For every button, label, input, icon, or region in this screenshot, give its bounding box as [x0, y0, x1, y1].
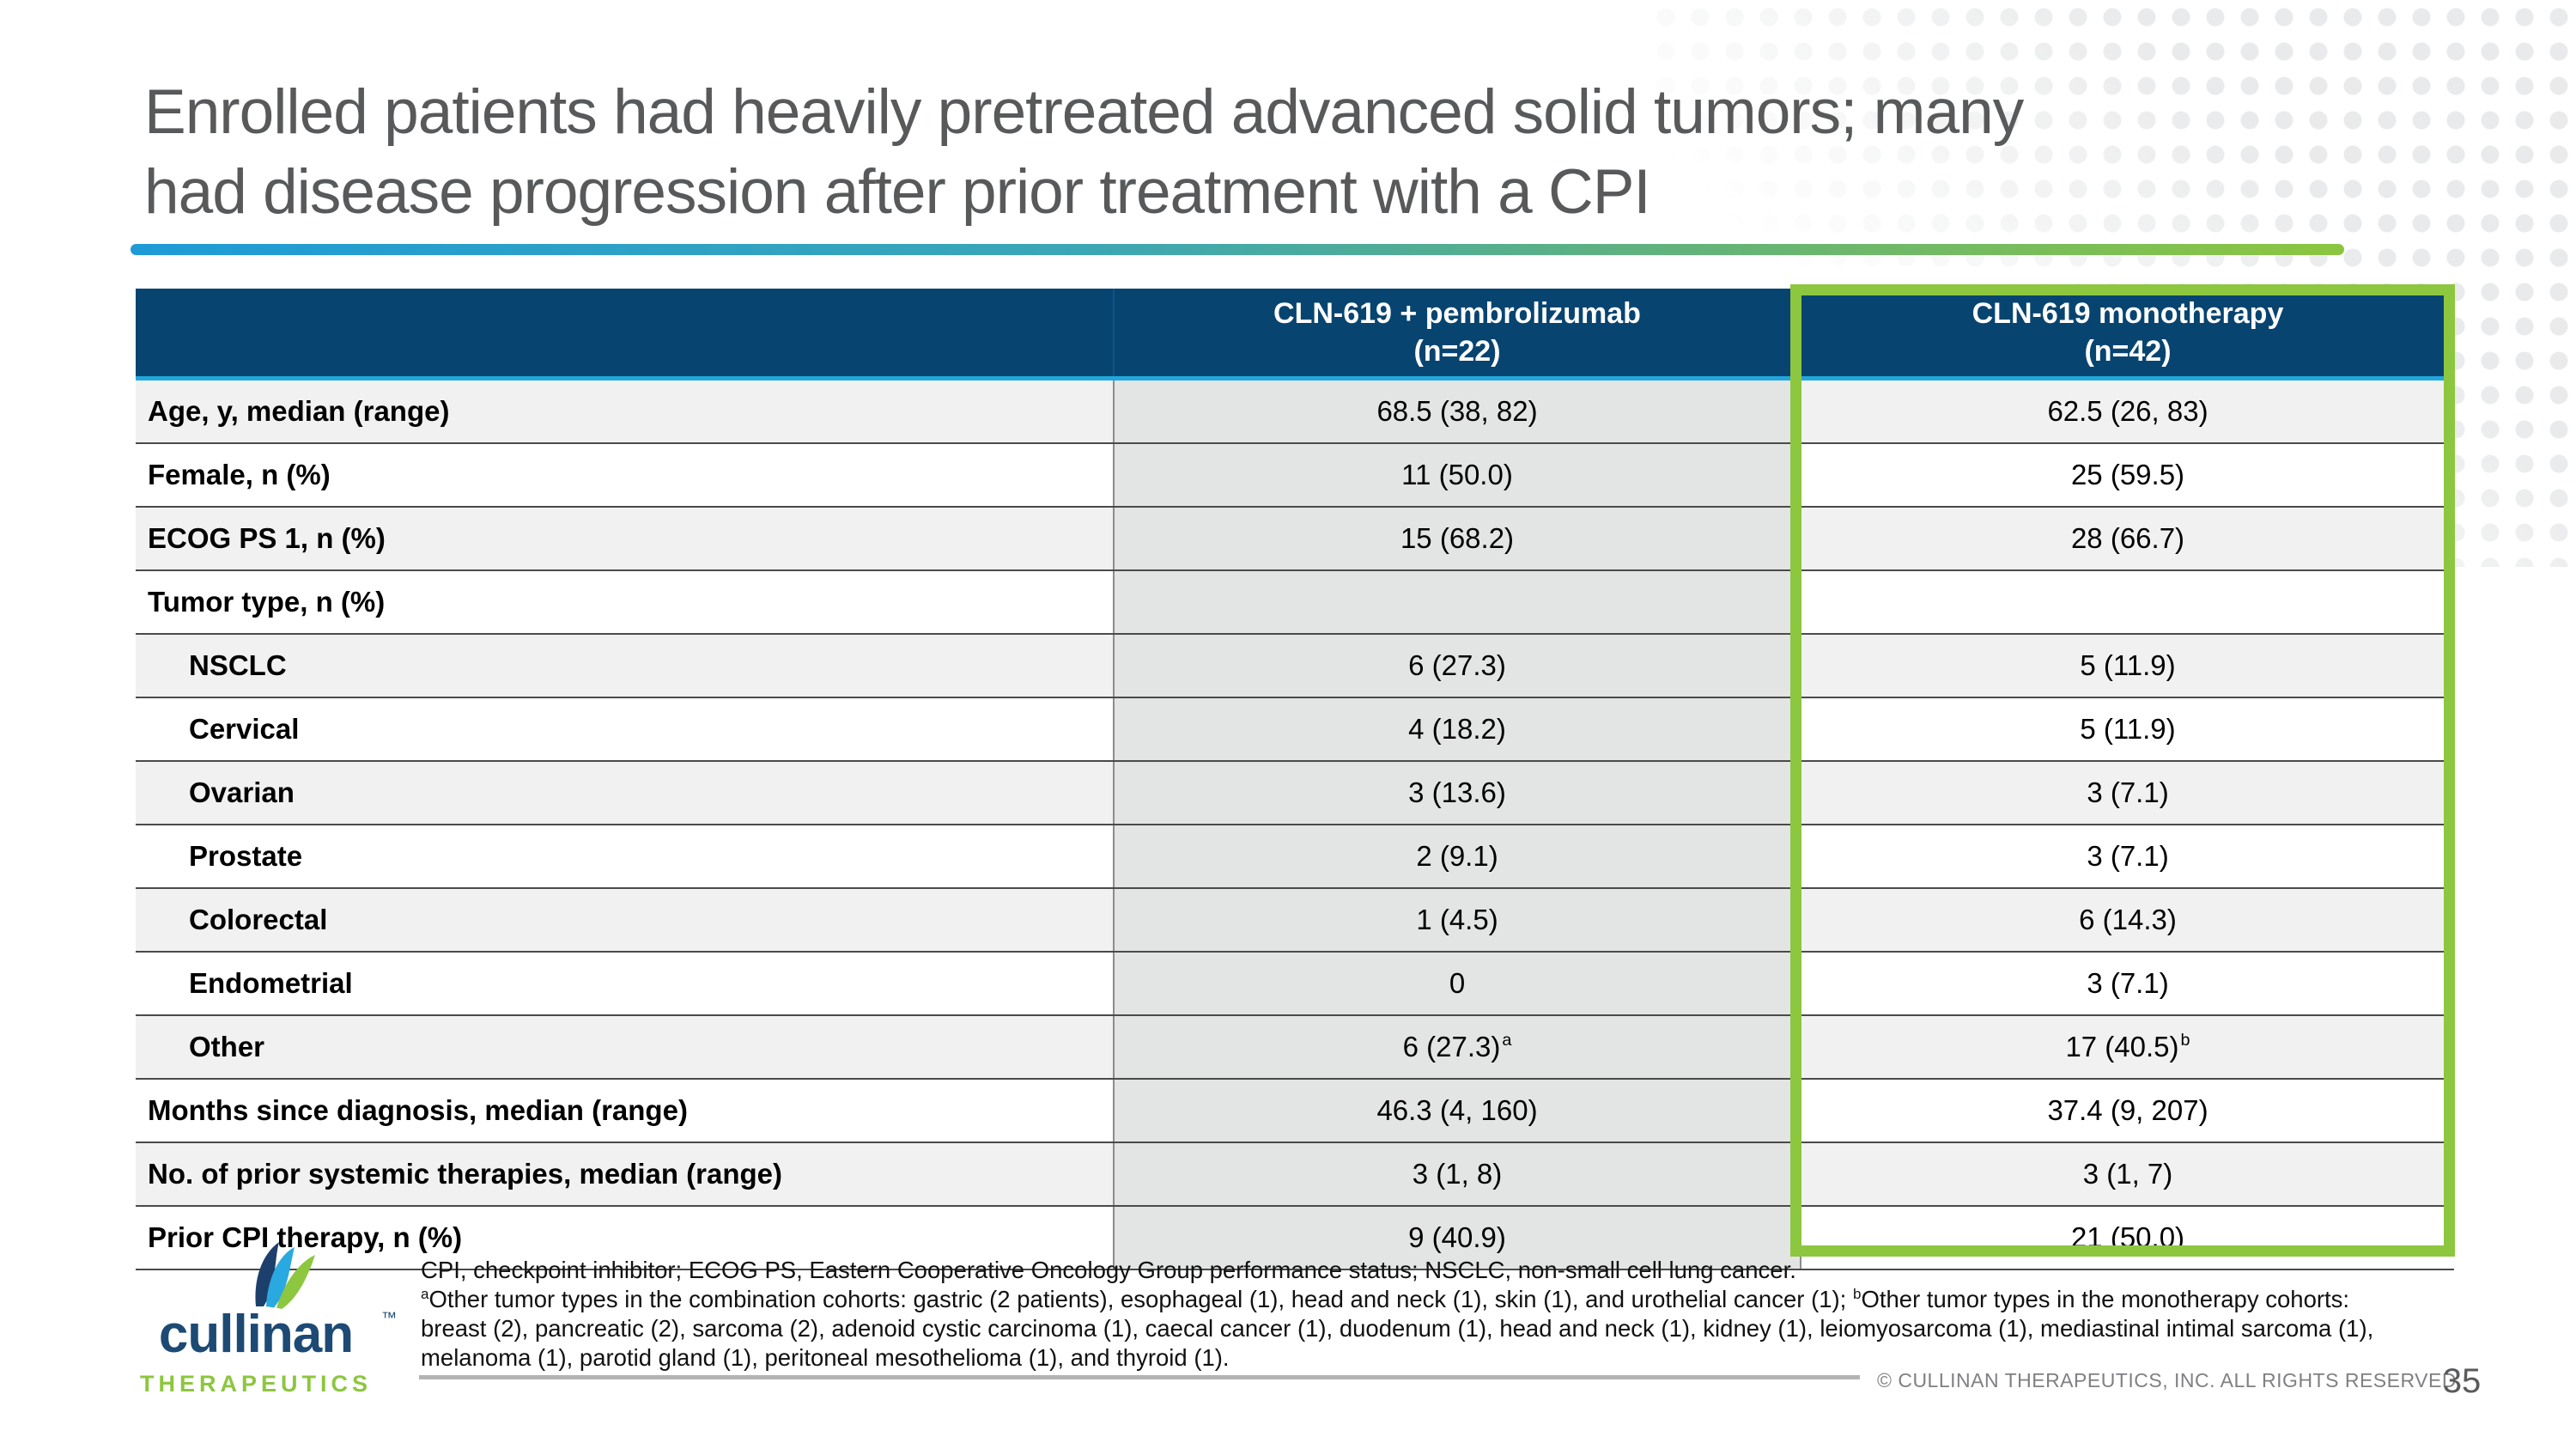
row-label: No. of prior systemic therapies, median …	[136, 1143, 1115, 1205]
mono-value: 17 (40.5) b	[1801, 1016, 2454, 1078]
baseline-characteristics-table: CLN-619 + pembrolizumab (n=22) CLN-619 m…	[136, 284, 2455, 1270]
combo-value: 3 (1, 8)	[1115, 1143, 1801, 1205]
combo-value: 2 (9.1)	[1115, 825, 1801, 887]
header-mono-n: (n=42)	[2084, 335, 2172, 368]
table-row: ECOG PS 1, n (%) 15 (68.2) 28 (66.7)	[136, 506, 2454, 569]
table-row: Other 6 (27.3) a 17 (40.5) b	[136, 1014, 2454, 1078]
combo-value: 1 (4.5)	[1115, 889, 1801, 951]
mono-value: 3 (7.1)	[1801, 953, 2454, 1014]
slide-title-line2: had disease progression after prior trea…	[144, 157, 1651, 227]
row-label: Other	[136, 1016, 1115, 1078]
row-label: Prostate	[136, 825, 1115, 887]
title-accent-bar	[131, 244, 2344, 255]
combo-value: 0	[1115, 953, 1801, 1014]
combo-value: 6 (27.3) a	[1115, 1016, 1801, 1078]
header-combo-title: CLN-619 + pembrolizumab	[1273, 297, 1641, 330]
row-label: Tumor type, n (%)	[136, 571, 1115, 633]
slide-title: Enrolled patients had heavily pretreated…	[144, 72, 2377, 232]
combo-value: 4 (18.2)	[1115, 698, 1801, 760]
header-combo-n: (n=22)	[1413, 335, 1501, 368]
table-row: NSCLC 6 (27.3) 5 (11.9)	[136, 633, 2454, 697]
mono-value	[1801, 571, 2454, 633]
row-label: Cervical	[136, 698, 1115, 760]
combo-value: 11 (50.0)	[1115, 444, 1801, 506]
table-row: Ovarian 3 (13.6) 3 (7.1)	[136, 760, 2454, 824]
mono-value: 5 (11.9)	[1801, 635, 2454, 697]
row-label: Prior CPI therapy, n (%)	[136, 1207, 1115, 1269]
row-label: Ovarian	[136, 762, 1115, 824]
table-row: Age, y, median (range) 68.5 (38, 82) 62.5 …	[136, 381, 2454, 442]
mono-value: 6 (14.3)	[1801, 889, 2454, 951]
mono-value: 5 (11.9)	[1801, 698, 2454, 760]
table-row: Months since diagnosis, median (range) 46…	[136, 1078, 2454, 1142]
table-row: Colorectal 1 (4.5) 6 (14.3)	[136, 887, 2454, 951]
mono-value: 3 (1, 7)	[1801, 1143, 2454, 1205]
table-row: No. of prior systemic therapies, median …	[136, 1142, 2454, 1205]
row-label: Female, n (%)	[136, 444, 1115, 506]
table-row: Tumor type, n (%)	[136, 569, 2454, 633]
table-row: Female, n (%) 11 (50.0) 25 (59.5)	[136, 442, 2454, 506]
row-label: NSCLC	[136, 635, 1115, 697]
mono-value: 25 (59.5)	[1801, 444, 2454, 506]
header-combo-cell: CLN-619 + pembrolizumab (n=22)	[1115, 289, 1801, 376]
combo-value: 6 (27.3)	[1115, 635, 1801, 697]
mono-value: 62.5 (26, 83)	[1801, 381, 2454, 442]
logo-subtext: THERAPEUTICS	[139, 1371, 372, 1397]
cullinan-leaf-icon	[255, 1242, 315, 1309]
table-rows: Age, y, median (range) 68.5 (38, 82) 62.5 …	[136, 381, 2454, 1270]
combo-value: 15 (68.2)	[1115, 508, 1801, 569]
page-number: 35	[2442, 1362, 2482, 1400]
mono-value: 3 (7.1)	[1801, 825, 2454, 887]
footnote-other-tumor-types: aOther tumor types in the combination co…	[421, 1285, 2374, 1371]
row-label: Colorectal	[136, 889, 1115, 951]
cullinan-logo: cullinan ™ THERAPEUTICS	[127, 1242, 419, 1422]
table-row: Endometrial 0 3 (7.1)	[136, 951, 2454, 1014]
header-accent-line	[136, 376, 2454, 381]
combo-value: 68.5 (38, 82)	[1115, 381, 1801, 442]
copyright-text: © CULLINAN THERAPEUTICS, INC. ALL RIGHTS…	[1877, 1369, 2463, 1391]
mono-value: 28 (66.7)	[1801, 508, 2454, 569]
combo-value: 46.3 (4, 160)	[1115, 1080, 1801, 1142]
table-header-row: CLN-619 + pembrolizumab (n=22) CLN-619 m…	[136, 289, 2454, 376]
logo-wordmark: cullinan	[158, 1305, 354, 1364]
combo-value: 3 (13.6)	[1115, 762, 1801, 824]
mono-value: 3 (7.1)	[1801, 762, 2454, 824]
footnotes: CPI, checkpoint inhibitor; ECOG PS, East…	[421, 1256, 2421, 1373]
table-row: Prior CPI therapy, n (%) 9 (40.9) 21 (50.0…	[136, 1205, 2454, 1270]
row-label: Age, y, median (range)	[136, 381, 1115, 442]
header-empty-cell	[136, 289, 1115, 376]
header-mono-cell: CLN-619 monotherapy (n=42)	[1801, 289, 2454, 376]
combo-value	[1115, 571, 1801, 633]
row-label: ECOG PS 1, n (%)	[136, 508, 1115, 569]
header-mono-title: CLN-619 monotherapy	[1971, 297, 2284, 330]
slide-title-line1: Enrolled patients had heavily pretreated…	[144, 77, 2024, 147]
footer-divider-line	[419, 1375, 1860, 1379]
mono-value: 37.4 (9, 207)	[1801, 1080, 2454, 1142]
table-row: Cervical 4 (18.2) 5 (11.9)	[136, 697, 2454, 760]
row-label: Months since diagnosis, median (range)	[136, 1080, 1115, 1142]
table-row: Prostate 2 (9.1) 3 (7.1)	[136, 824, 2454, 887]
combo-value: 9 (40.9)	[1115, 1207, 1801, 1269]
footnote-abbreviations: CPI, checkpoint inhibitor; ECOG PS, East…	[421, 1257, 1796, 1283]
logo-trademark: ™	[381, 1309, 397, 1326]
row-label: Endometrial	[136, 953, 1115, 1014]
